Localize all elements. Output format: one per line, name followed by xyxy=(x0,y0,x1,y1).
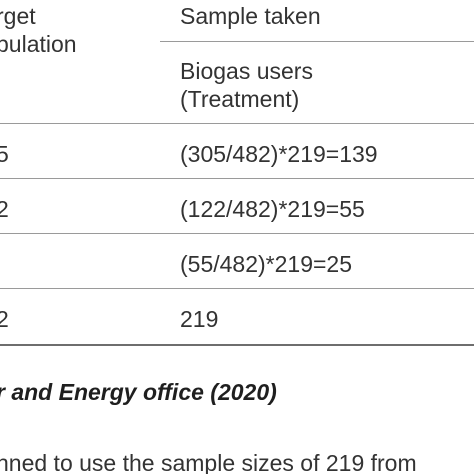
row-1-target: 5 xyxy=(0,141,9,167)
header-bottom-rule xyxy=(0,123,474,124)
header-target-line2: pulation xyxy=(0,31,77,57)
row-2-rule xyxy=(0,233,474,234)
header-target-line1: rget xyxy=(0,3,36,29)
header-biogas-line2: (Treatment) xyxy=(180,86,300,112)
header-biogas-line1: Biogas users xyxy=(180,58,313,84)
row-4-target: 2 xyxy=(0,306,9,332)
table-source-note: r and Energy office (2020) xyxy=(0,379,277,405)
header-sample-taken: Sample taken xyxy=(180,3,321,29)
header-subrule xyxy=(160,41,474,42)
row-1-rule xyxy=(0,178,474,179)
row-2-sample: (122/482)*219=55 xyxy=(180,196,365,222)
body-paragraph-line: nned to use the sample sizes of 219 from xyxy=(0,450,417,474)
row-1-sample: (305/482)*219=139 xyxy=(180,141,378,167)
row-4-sample: 219 xyxy=(180,306,219,332)
row-3-rule xyxy=(0,288,474,289)
row-3-sample: (55/482)*219=25 xyxy=(180,251,353,277)
row-2-target: 2 xyxy=(0,196,9,222)
table-bottom-rule xyxy=(0,344,474,346)
